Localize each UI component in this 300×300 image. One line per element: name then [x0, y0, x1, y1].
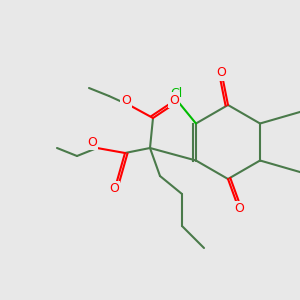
Text: O: O: [216, 67, 226, 80]
Text: O: O: [121, 94, 131, 106]
Text: O: O: [87, 136, 97, 148]
Text: O: O: [234, 202, 244, 215]
Text: Cl: Cl: [170, 87, 182, 100]
Text: O: O: [109, 182, 119, 196]
Text: O: O: [169, 94, 179, 106]
